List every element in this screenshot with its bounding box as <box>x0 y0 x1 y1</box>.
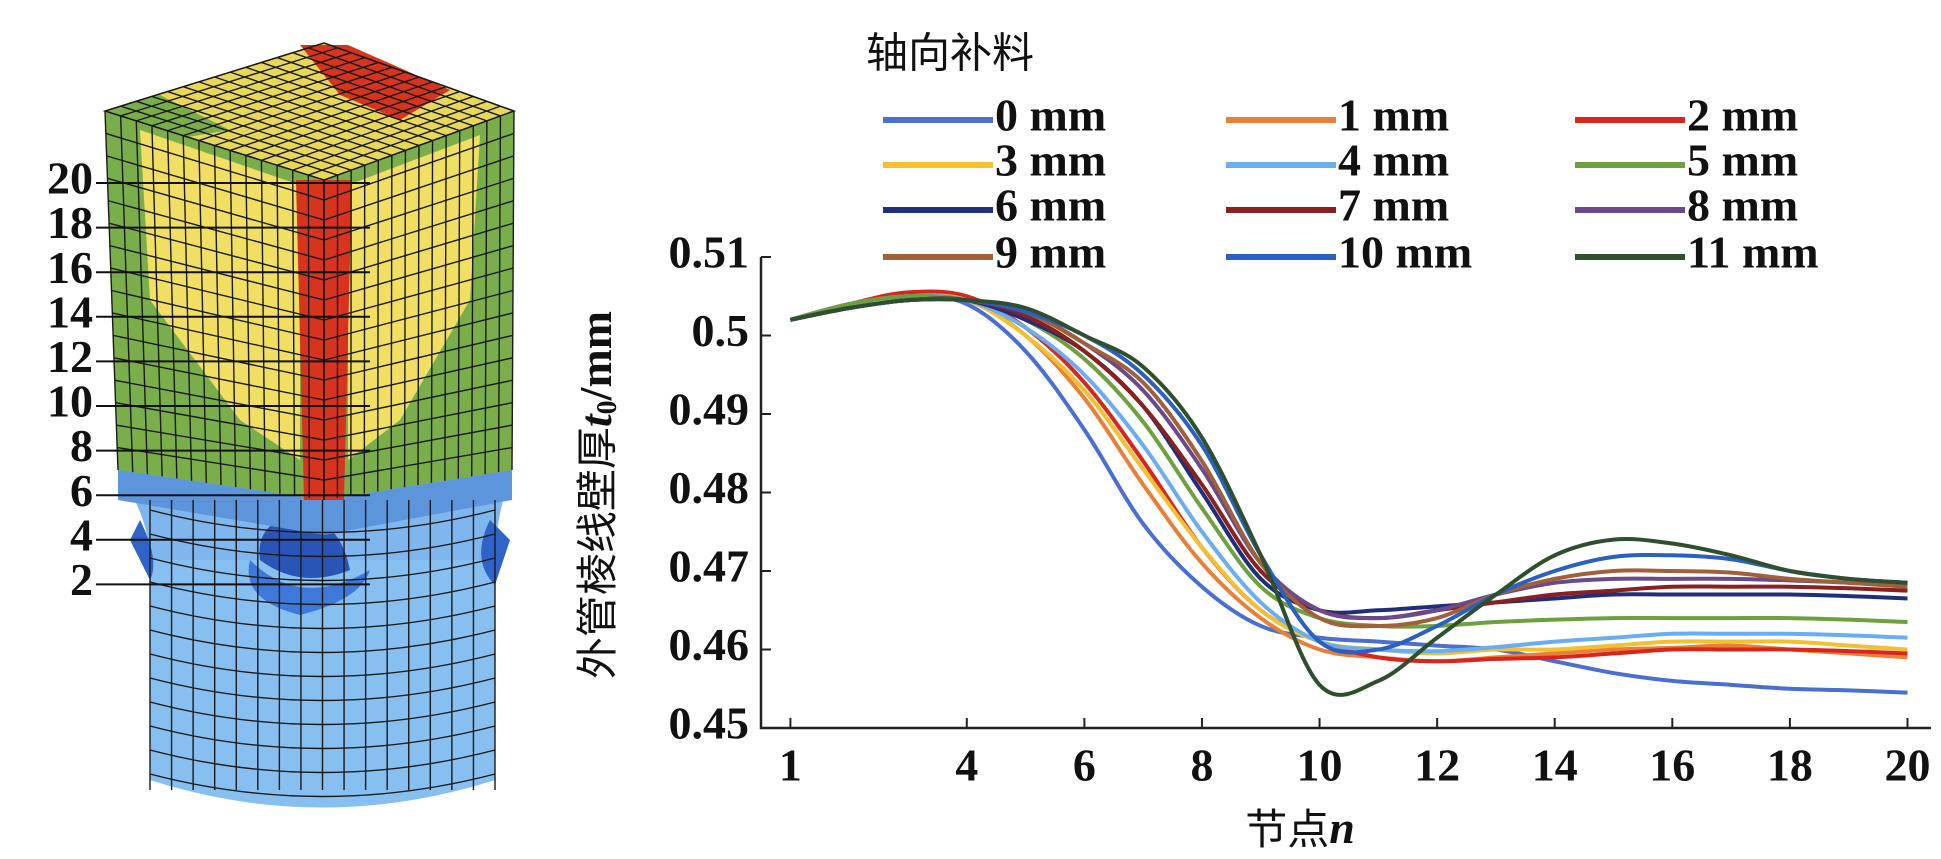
series-line <box>790 298 1907 612</box>
figure: 2018161412108642 轴向补料 外管棱线壁厚t0/mm 节点n 0.… <box>0 0 1941 859</box>
legend-label: 7 mm <box>1338 180 1449 231</box>
legend-label: 10 mm <box>1338 227 1472 278</box>
y-tick-label: 0.5 <box>692 305 750 356</box>
x-tick-label: 10 <box>1297 740 1343 791</box>
axes <box>761 257 1931 728</box>
node-label: 20 <box>47 153 93 204</box>
series-line <box>790 295 1907 653</box>
x-tick-label: 8 <box>1190 740 1213 791</box>
x-label-text: 节点 <box>1245 805 1329 854</box>
node-label: 12 <box>47 331 93 382</box>
legend-label: 4 mm <box>1338 135 1449 186</box>
node-label: 4 <box>70 509 93 560</box>
x-tick-label: 14 <box>1532 740 1578 791</box>
node-label: 16 <box>47 242 93 293</box>
x-tick-label: 18 <box>1767 740 1813 791</box>
y-tick-label: 0.45 <box>669 698 750 749</box>
node-label: 18 <box>47 197 93 248</box>
series-line <box>790 295 1907 661</box>
chart: 轴向补料 外管棱线壁厚t0/mm 节点n 0.45 0.46 0.47 0.48 0.4… <box>570 29 1931 854</box>
x-tick-label: 20 <box>1884 740 1930 791</box>
y-label-text: 外管棱线壁厚 <box>573 427 622 679</box>
x-tick-label: 12 <box>1414 740 1460 791</box>
series-line <box>790 299 1907 653</box>
node-label: 8 <box>70 420 93 471</box>
legend-label: 11 mm <box>1687 227 1819 278</box>
legend-label: 8 mm <box>1687 180 1798 231</box>
legend-title: 轴向补料 <box>866 29 1034 78</box>
node-label: 10 <box>47 376 93 427</box>
series-line <box>790 296 1907 651</box>
series-line <box>790 299 1907 618</box>
node-label: 6 <box>70 465 93 516</box>
y-tick-label: 0.47 <box>669 541 750 592</box>
y-tick-label: 0.46 <box>669 619 750 670</box>
x-label-var: n <box>1329 802 1355 853</box>
legend-label: 9 mm <box>995 227 1106 278</box>
legend-label: 1 mm <box>1338 90 1449 141</box>
legend-label: 0 mm <box>995 90 1106 141</box>
x-tick-label: 16 <box>1649 740 1695 791</box>
legend-label: 3 mm <box>995 135 1106 186</box>
y-tick-label: 0.49 <box>669 384 750 435</box>
y-label-unit: /mm <box>570 311 621 401</box>
legend-label: 2 mm <box>1687 90 1798 141</box>
y-label-sub: 0 <box>592 400 623 414</box>
node-label: 2 <box>70 554 93 605</box>
y-tick-label: 0.48 <box>669 462 750 513</box>
y-tick-label: 0.51 <box>669 227 750 278</box>
series-line <box>790 299 1907 618</box>
y-axis-label: 外管棱线壁厚t0/mm <box>570 311 624 679</box>
x-axis-label: 节点n <box>1245 802 1355 854</box>
x-tick-label: 1 <box>779 740 802 791</box>
legend-label: 6 mm <box>995 180 1106 231</box>
series-line <box>790 291 1907 661</box>
x-tick-label: 6 <box>1073 740 1096 791</box>
legend-label: 5 mm <box>1687 135 1798 186</box>
node-label: 14 <box>47 286 93 337</box>
x-tick-label: 4 <box>955 740 978 791</box>
